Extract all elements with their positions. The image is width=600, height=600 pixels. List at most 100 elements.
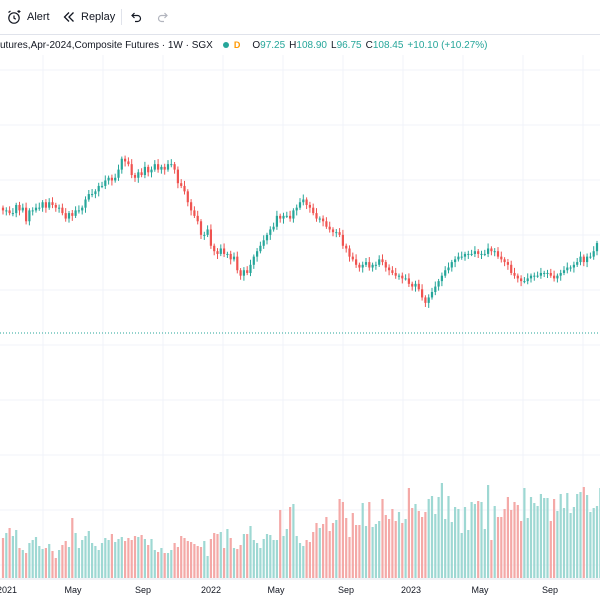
symbol-title[interactable]: utures,Apr-2024,Composite Futures · 1W ·… — [0, 39, 213, 51]
high-value: 108.90 — [296, 39, 327, 51]
volume-bar — [553, 499, 556, 578]
candle-body — [450, 262, 453, 268]
candle-body — [374, 264, 377, 266]
volume-bar — [533, 503, 536, 578]
redo-icon — [156, 10, 170, 24]
candle-body — [107, 177, 110, 181]
volume-bar — [467, 530, 470, 578]
candle-body — [246, 270, 249, 273]
time-axis-tick-label: 2022 — [201, 585, 221, 595]
replay-label: Replay — [81, 11, 116, 23]
volume-bar — [417, 511, 420, 578]
volume-bar — [236, 549, 239, 578]
volume-bar — [160, 548, 163, 578]
candle-body — [592, 251, 595, 257]
volume-bar — [480, 502, 483, 578]
volume-bar — [206, 556, 209, 578]
volume-bar — [259, 548, 262, 578]
volume-bar — [104, 538, 107, 578]
volume-bar — [328, 531, 331, 578]
candle-body — [364, 262, 368, 265]
volume-bar — [292, 504, 295, 578]
volume-bar — [331, 523, 335, 578]
volume-bar — [58, 550, 61, 578]
candle-body — [463, 253, 467, 257]
candle-body — [160, 166, 163, 170]
volume-bar — [180, 536, 183, 578]
volume-bar — [61, 545, 64, 578]
candle-body — [384, 262, 387, 268]
candle-body — [388, 267, 391, 271]
volume-bar — [556, 511, 559, 578]
candle-body — [242, 270, 245, 276]
volume-bar — [549, 521, 552, 578]
candle-body — [114, 177, 117, 181]
candle-body — [110, 177, 113, 181]
volume-bar — [51, 551, 54, 578]
candle-body — [539, 272, 542, 276]
candle-body — [153, 164, 156, 170]
candle-body — [361, 264, 364, 268]
volume-bar — [298, 543, 302, 578]
volume-bar — [239, 545, 242, 578]
volume-bar — [279, 510, 282, 578]
candle-body — [272, 226, 275, 230]
volume-bar — [150, 539, 153, 578]
candle-body — [325, 221, 328, 227]
volume-bar — [15, 530, 18, 578]
candle-body — [546, 272, 549, 274]
time-axis-tick-label: Sep — [338, 585, 354, 595]
candle-body — [193, 210, 196, 216]
candle-body — [5, 210, 8, 212]
volume-bar — [424, 512, 427, 578]
candle-body — [341, 234, 344, 246]
market-status-badge: D — [233, 40, 241, 50]
volume-bar — [97, 550, 100, 578]
candle-body — [48, 202, 51, 208]
volume-bar — [77, 548, 80, 578]
volume-bar — [229, 538, 232, 578]
candle-body — [295, 207, 298, 211]
close-value: 108.45 — [372, 39, 404, 51]
high-label: H — [289, 39, 297, 51]
replay-button[interactable]: Replay — [62, 6, 115, 28]
time-axis-tick-label: May — [64, 585, 82, 595]
volume-bar — [11, 536, 14, 578]
alarm-clock-icon — [6, 9, 22, 25]
candle-body — [586, 256, 589, 263]
volume-bar — [374, 524, 377, 578]
undo-button[interactable] — [129, 6, 143, 28]
redo-button[interactable] — [156, 6, 170, 28]
volume-bar — [361, 503, 364, 578]
candle-body — [467, 253, 470, 255]
candle-body — [236, 256, 239, 271]
volume-bar — [133, 536, 137, 578]
volume-bar — [493, 506, 496, 578]
candle-body — [345, 245, 348, 249]
candle-body — [424, 297, 427, 303]
volume-bar — [232, 548, 236, 578]
volume-bar — [470, 502, 473, 578]
volume-bar — [71, 518, 74, 578]
candle-body — [308, 204, 311, 208]
candle-body — [232, 256, 236, 260]
chart-legend: utures,Apr-2024,Composite Futures · 1W ·… — [0, 38, 487, 52]
candle-body — [51, 202, 54, 205]
candle-body — [150, 169, 153, 173]
candle-body — [490, 248, 493, 252]
candle-body — [21, 207, 24, 211]
volume-bar — [490, 540, 493, 578]
candle-body — [312, 207, 315, 214]
volume-bar — [130, 540, 133, 578]
volume-bar — [269, 535, 272, 578]
volume-bar — [127, 538, 130, 578]
volume-bar — [21, 550, 24, 578]
volume-bar — [586, 495, 589, 578]
alert-button[interactable]: Alert — [6, 6, 50, 28]
volume-bar — [176, 547, 179, 578]
rewind-icon — [62, 10, 76, 24]
candle-body — [41, 202, 44, 208]
volume-bar — [529, 497, 533, 578]
time-axis-tick-label: May — [471, 585, 489, 595]
